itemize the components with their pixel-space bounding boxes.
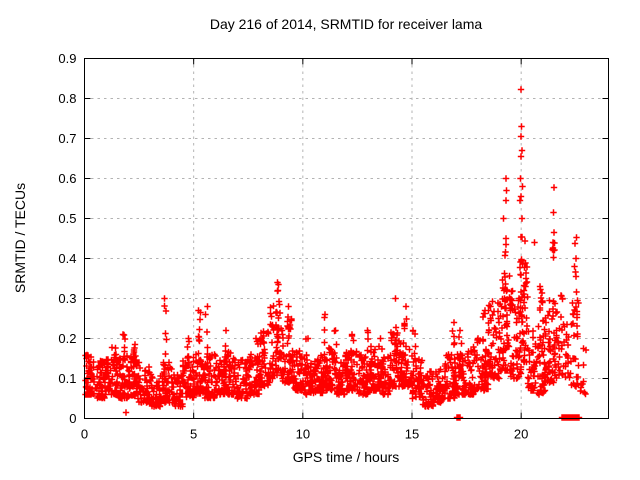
y-tick-label-0.3: 0.3 bbox=[58, 291, 76, 306]
y-tick-label-0.6: 0.6 bbox=[58, 171, 76, 186]
tick-marks bbox=[84, 58, 609, 419]
y-tick-label-0.1: 0.1 bbox=[58, 371, 76, 386]
x-tick-label-0: 0 bbox=[81, 427, 88, 442]
y-tick-label-0: 0 bbox=[69, 411, 76, 426]
data-points bbox=[82, 86, 590, 421]
y-tick-label-0.8: 0.8 bbox=[58, 91, 76, 106]
x-axis-label: GPS time / hours bbox=[293, 449, 400, 465]
y-tick-label-0.9: 0.9 bbox=[58, 51, 76, 66]
tick-labels: 0 5 10 15 20 0 0.1 0.2 0.3 0.4 0.5 0.6 0.7 0.8 0.9 bbox=[58, 51, 528, 442]
x-tick-label-5: 5 bbox=[190, 427, 197, 442]
x-tick-label-10: 10 bbox=[296, 427, 310, 442]
y-tick-label-0.2: 0.2 bbox=[58, 331, 76, 346]
y-axis-label: SRMTID / TECUs bbox=[12, 183, 28, 293]
plot-border bbox=[84, 58, 609, 419]
y-tick-label-0.4: 0.4 bbox=[58, 251, 76, 266]
axes-frame bbox=[84, 58, 609, 419]
x-tick-label-15: 15 bbox=[405, 427, 419, 442]
y-tick-label-0.5: 0.5 bbox=[58, 211, 76, 226]
chart-title: Day 216 of 2014, SRMTID for receiver lam… bbox=[210, 16, 483, 32]
scatter-points-path bbox=[82, 86, 590, 421]
x-tick-label-20: 20 bbox=[514, 427, 528, 442]
y-tick-label-0.7: 0.7 bbox=[58, 131, 76, 146]
